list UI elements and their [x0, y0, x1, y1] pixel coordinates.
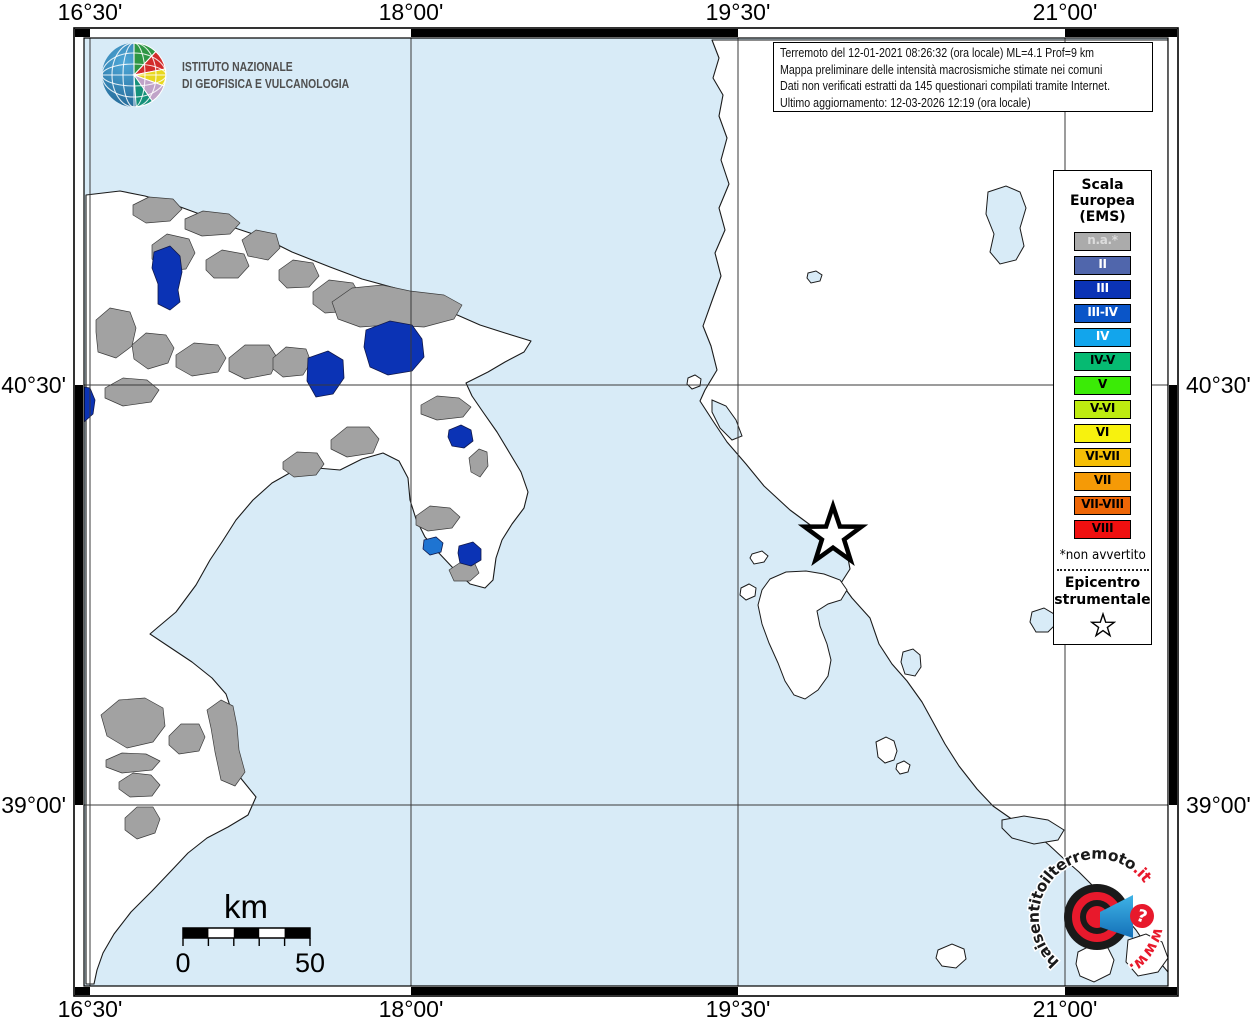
ingv-globe-icon — [102, 42, 167, 108]
axis-top-lon-4: 21°00' — [1033, 0, 1098, 25]
municipalities-gray — [95, 196, 489, 840]
legend-chip-ii: II — [1074, 256, 1131, 275]
lakes-and-bays — [711, 185, 1065, 845]
map-description-line: Mappa preliminare delle intensità macros… — [780, 61, 1103, 77]
ingv-name-line2: DI GEOFISICA E VULCANOLOGIA — [182, 76, 350, 91]
map-interior: km 0 50 ? haisentitoil — [84, 38, 1168, 986]
axis-top-lon-2: 18°00' — [379, 0, 444, 25]
legend-epicenter-star-icon — [1089, 612, 1116, 638]
legend-chip-iii: III — [1074, 280, 1131, 299]
islands — [686, 374, 1168, 983]
event-summary-line: Terremoto del 12-01-2021 08:26:32 (ora l… — [780, 45, 1095, 60]
axis-top-lon-1: 16°30' — [58, 0, 123, 25]
scale-bar: km 0 50 — [175, 888, 325, 978]
scale-bar-unit: km — [224, 888, 268, 925]
question-badge-icon — [1130, 904, 1154, 928]
event-info-box: Terremoto del 12-01-2021 08:26:32 (ora l… — [773, 42, 1153, 112]
legend-footnote: *non avvertito — [1059, 548, 1146, 563]
map-frame — [73, 27, 1179, 997]
axis-bottom-lon-2: 18°00' — [379, 996, 444, 1022]
legend-chip-vii: VII — [1074, 472, 1131, 491]
legend-chip-iii-iv: III-IV — [1074, 304, 1131, 323]
legend-title-line1: Scala — [1081, 177, 1124, 193]
axis-bottom-lon-1: 16°30' — [58, 996, 123, 1022]
intensity-legend: Scala Europea (EMS) n.a.* II III III-IV … — [1053, 170, 1152, 645]
legend-chip-iv-v: IV-V — [1074, 352, 1131, 371]
legend-title-line2: Europea — [1069, 193, 1136, 209]
legend-chip-v-vi: V-VI — [1074, 400, 1131, 419]
legend-chip-vi-vii: VI-VII — [1074, 448, 1131, 467]
axis-left-lat-1: 40°30' — [1, 372, 66, 398]
epicenter-star-marker — [797, 498, 869, 567]
megaphone-icon — [1100, 895, 1133, 938]
legend-chip-list: n.a.* II III III-IV IV IV-V V V-VI VI VI… — [1074, 232, 1131, 539]
legend-chip-vii-viii: VII-VIII — [1074, 496, 1131, 515]
italy-landmass — [85, 190, 532, 985]
legend-divider — [1056, 569, 1149, 571]
frame-band-segments — [75, 29, 1177, 995]
axis-bottom-lon-3: 19°30' — [706, 996, 771, 1022]
legend-chip-viii: VIII — [1074, 520, 1131, 539]
legend-epicenter-line2: strumentale — [1054, 592, 1151, 608]
axis-right-lat-1: 40°30' — [1186, 372, 1251, 398]
ingv-logo: ISTITUTO NAZIONALE DI GEOFISICA E VULCAN… — [100, 41, 391, 109]
axis-left-lat-2: 39°00' — [1, 792, 66, 818]
legend-chip-vi: VI — [1074, 424, 1131, 443]
axis-right-lat-2: 39°00' — [1186, 792, 1251, 818]
legend-chip-v: V — [1074, 376, 1131, 395]
ingv-name-line1: ISTITUTO NAZIONALE — [182, 59, 293, 74]
legend-epicenter-line1: Epicentro — [1064, 575, 1141, 591]
legend-chip-na: n.a.* — [1074, 232, 1131, 251]
axis-bottom-lon-4: 21°00' — [1033, 996, 1098, 1022]
corfu-island — [757, 570, 848, 700]
last-update-line: Ultimo aggiornamento: 12-03-2026 12:19 (… — [780, 94, 1031, 110]
legend-chip-iv: IV — [1074, 328, 1131, 347]
scale-bar-min: 0 — [175, 948, 190, 978]
scale-bar-max: 50 — [295, 948, 325, 978]
legend-title-line3: (EMS) — [1079, 209, 1126, 225]
axis-top-lon-3: 19°30' — [706, 0, 771, 25]
data-source-line: Dati non verificati estratti da 145 ques… — [780, 78, 1111, 94]
